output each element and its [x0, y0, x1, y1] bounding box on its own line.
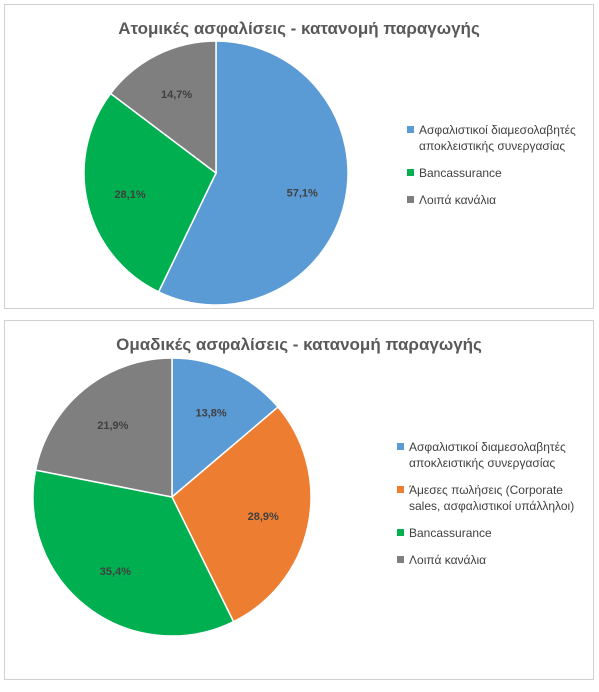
- legend-label: Bancassurance: [409, 526, 492, 540]
- legend-swatch: [397, 486, 404, 493]
- legend-swatch: [397, 529, 404, 536]
- chart-title: Ομαδικές ασφαλίσεις - κατανομή παραγωγής: [116, 335, 482, 354]
- legend-swatch: [397, 556, 404, 563]
- pie-chart: 57,1% 28,1% 14,7%: [83, 40, 349, 306]
- pie-slice: [109, 40, 217, 175]
- legend-label: Λοιπά κανάλια: [409, 553, 487, 567]
- pie-slice: [171, 357, 280, 499]
- chart-legend: Ασφαλιστικοί διαμεσολαβητές αποκλειστική…: [397, 439, 592, 579]
- chart-panel-individual: Ατομικές ασφαλίσεις - κατανομή παραγωγής…: [4, 4, 594, 309]
- legend-item: Άμεσες πωλήσεις (Corporate sales, ασφαλι…: [397, 482, 592, 514]
- legend-item: Ασφαλιστικοί διαμεσολαβητές αποκλειστική…: [397, 439, 592, 471]
- legend-label: Λοιπά κανάλια: [419, 193, 497, 207]
- chart-title: Ατομικές ασφαλίσεις - κατανομή παραγωγής: [118, 19, 480, 38]
- data-label: 28,1%: [114, 189, 145, 201]
- data-label: 21,9%: [97, 420, 128, 432]
- pie-slice: [157, 40, 349, 306]
- legend-item: Λοιπά κανάλια: [397, 552, 592, 568]
- data-label: 13,8%: [196, 407, 227, 419]
- legend-label: Bancassurance: [419, 166, 502, 180]
- legend-label: Ασφαλιστικοί διαμεσολαβητές αποκλειστική…: [409, 440, 566, 470]
- legend-item: Λοιπά κανάλια: [407, 192, 592, 208]
- data-label: 14,7%: [161, 89, 192, 101]
- data-label: 35,4%: [100, 566, 131, 578]
- chart-panel-group: Ομαδικές ασφαλίσεις - κατανομή παραγωγής…: [4, 320, 594, 680]
- legend-swatch: [407, 169, 414, 176]
- data-label: 57,1%: [287, 188, 318, 200]
- pie-slice: [32, 469, 235, 637]
- pie-slice: [83, 92, 217, 293]
- legend-swatch: [407, 196, 414, 203]
- legend-item: Ασφαλιστικοί διαμεσολαβητές αποκλειστική…: [407, 122, 592, 154]
- chart-legend: Ασφαλιστικοί διαμεσολαβητές αποκλειστική…: [407, 122, 592, 219]
- legend-label: Άμεσες πωλήσεις (Corporate sales, ασφαλι…: [409, 483, 575, 513]
- legend-swatch: [397, 443, 404, 450]
- legend-swatch: [407, 126, 414, 133]
- pie-slice: [171, 406, 312, 623]
- legend-item: Bancassurance: [407, 165, 592, 181]
- legend-label: Ασφαλιστικοί διαμεσολαβητές αποκλειστική…: [419, 123, 576, 153]
- legend-item: Bancassurance: [397, 525, 592, 541]
- data-label: 28,9%: [248, 511, 279, 523]
- pie-slice: [34, 357, 173, 498]
- pie-chart: 13,8% 28,9% 35,4% 21,9%: [32, 357, 312, 637]
